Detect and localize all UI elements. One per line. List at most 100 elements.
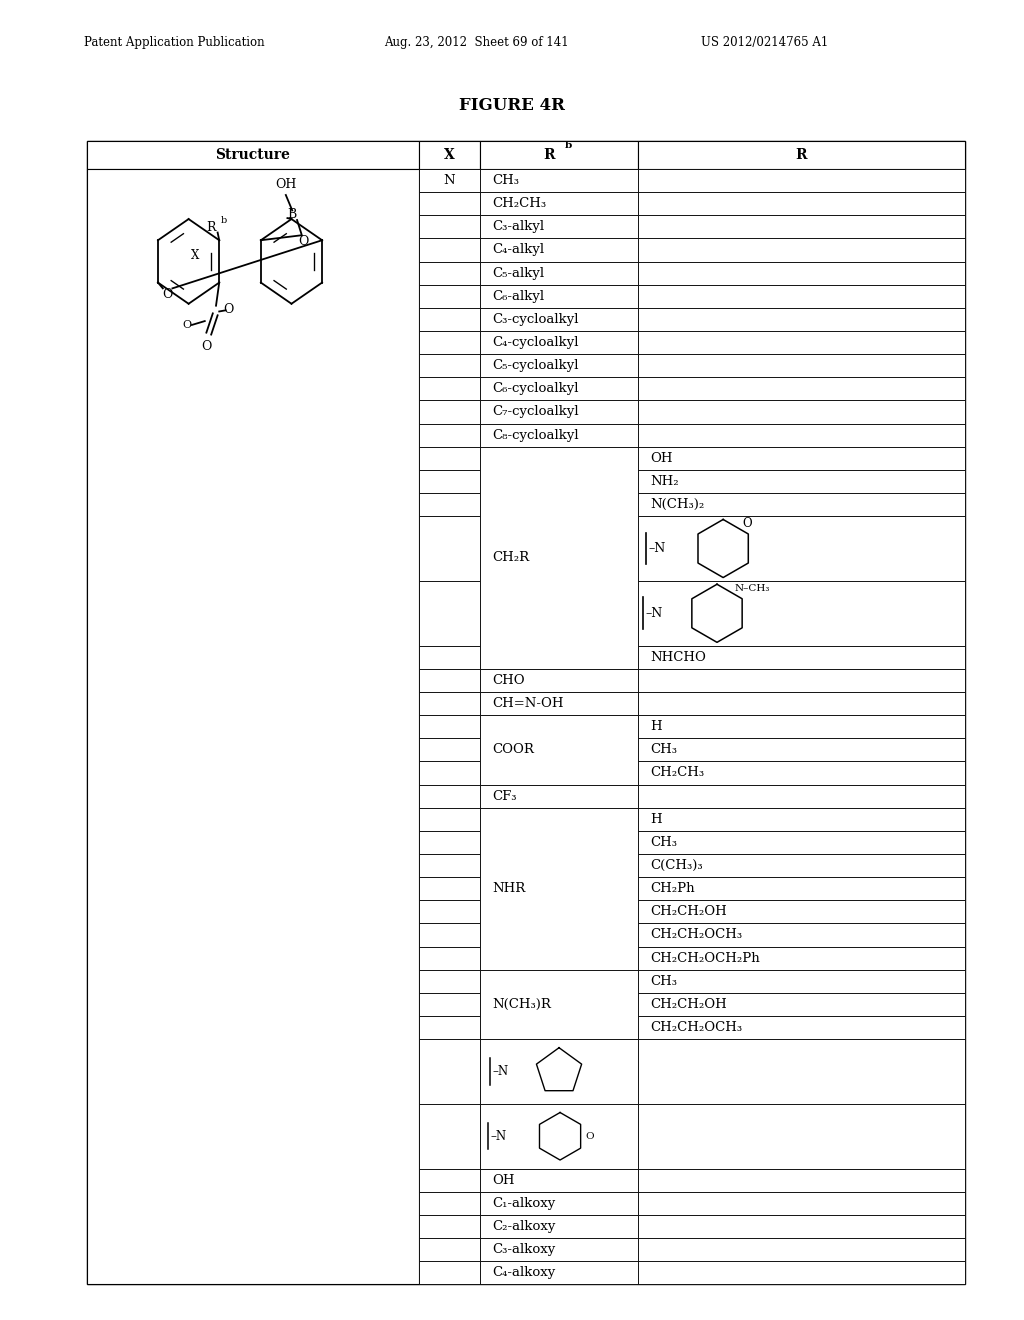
Text: C₈-cycloalkyl: C₈-cycloalkyl	[493, 429, 580, 442]
Text: CH₂CH₂OCH₃: CH₂CH₂OCH₃	[650, 1020, 742, 1034]
Text: CH₂Ph: CH₂Ph	[650, 882, 695, 895]
Text: C₇-cycloalkyl: C₇-cycloalkyl	[493, 405, 580, 418]
Text: X: X	[444, 148, 455, 162]
Bar	[480, 261, 638, 285]
Bar	[638, 645, 965, 669]
Bar	[638, 808, 965, 830]
Text: CH₂CH₂OCH₂Ph: CH₂CH₂OCH₂Ph	[650, 952, 760, 965]
Text: C₂-alkoxy: C₂-alkoxy	[493, 1220, 556, 1233]
Text: C₄-cycloalkyl: C₄-cycloalkyl	[493, 337, 579, 348]
Bar	[638, 692, 965, 715]
Text: C₄-alkyl: C₄-alkyl	[493, 243, 545, 256]
Bar	[638, 1039, 965, 1104]
Bar	[480, 308, 638, 331]
Bar	[419, 424, 480, 446]
Bar	[419, 1104, 480, 1168]
Text: O: O	[298, 235, 308, 248]
Bar	[480, 715, 638, 784]
Text: O: O	[163, 288, 173, 301]
Bar	[480, 784, 638, 808]
Bar	[419, 1261, 480, 1284]
Bar	[480, 285, 638, 308]
Bar	[638, 1214, 965, 1238]
Bar	[480, 1039, 638, 1104]
Bar	[480, 169, 638, 193]
Bar	[419, 715, 480, 738]
Text: COOR: COOR	[493, 743, 535, 756]
Bar	[638, 1104, 965, 1168]
Bar	[419, 854, 480, 876]
Bar	[419, 141, 480, 169]
Bar	[638, 446, 965, 470]
Bar	[419, 446, 480, 470]
Bar	[638, 762, 965, 784]
Text: NHR: NHR	[493, 882, 525, 895]
Bar	[419, 808, 480, 830]
Bar	[419, 993, 480, 1016]
Text: CH=N-OH: CH=N-OH	[493, 697, 564, 710]
Text: NH₂: NH₂	[650, 475, 679, 488]
Bar	[419, 169, 480, 193]
Bar	[480, 1214, 638, 1238]
Bar	[480, 1238, 638, 1261]
Bar	[419, 581, 480, 645]
Bar	[480, 808, 638, 970]
Bar	[419, 1214, 480, 1238]
Bar	[638, 516, 965, 581]
Text: C₃-alkyl: C₃-alkyl	[493, 220, 545, 234]
Bar	[638, 492, 965, 516]
Bar	[638, 581, 965, 645]
Bar	[480, 1104, 638, 1168]
Text: O: O	[182, 319, 191, 330]
Bar	[638, 715, 965, 738]
Text: C₃-alkoxy: C₃-alkoxy	[493, 1243, 556, 1257]
Text: O: O	[586, 1131, 595, 1140]
Text: N(CH₃)₂: N(CH₃)₂	[650, 498, 705, 511]
Text: C₅-cycloalkyl: C₅-cycloalkyl	[493, 359, 579, 372]
Text: CH₂CH₃: CH₂CH₃	[650, 767, 705, 780]
Bar	[638, 900, 965, 924]
Bar	[87, 141, 419, 169]
Bar	[480, 239, 638, 261]
Bar	[419, 738, 480, 762]
Bar	[480, 378, 638, 400]
Bar	[638, 993, 965, 1016]
Bar	[480, 1261, 638, 1284]
Bar	[638, 1261, 965, 1284]
Bar	[638, 1168, 965, 1192]
Text: CH₂CH₂OCH₃: CH₂CH₂OCH₃	[650, 928, 742, 941]
Text: –N: –N	[645, 607, 663, 620]
Text: N–CH₃: N–CH₃	[734, 583, 770, 593]
Bar	[419, 946, 480, 970]
Text: Structure: Structure	[215, 148, 291, 162]
Text: OH: OH	[493, 1173, 515, 1187]
Text: CF₃: CF₃	[493, 789, 517, 803]
Bar	[419, 285, 480, 308]
Bar	[419, 669, 480, 692]
Text: –N: –N	[648, 543, 666, 554]
Text: N(CH₃)R: N(CH₃)R	[493, 998, 551, 1011]
Bar	[638, 1192, 965, 1214]
Bar	[638, 354, 965, 378]
Text: R: R	[796, 148, 807, 162]
Bar	[480, 215, 638, 239]
Bar	[419, 970, 480, 993]
Text: Aug. 23, 2012  Sheet 69 of 141: Aug. 23, 2012 Sheet 69 of 141	[384, 36, 568, 49]
Bar	[480, 1168, 638, 1192]
Text: N: N	[443, 174, 456, 187]
Bar	[419, 645, 480, 669]
Bar	[480, 446, 638, 669]
Text: FIGURE 4R: FIGURE 4R	[459, 98, 565, 114]
Bar	[419, 378, 480, 400]
Bar	[638, 141, 965, 169]
Bar	[419, 193, 480, 215]
Text: b: b	[564, 141, 571, 150]
Text: R: R	[207, 222, 216, 235]
Bar	[480, 1192, 638, 1214]
Bar	[419, 1238, 480, 1261]
Bar	[480, 692, 638, 715]
Bar	[638, 924, 965, 946]
Bar	[87, 141, 965, 1284]
Text: CH₃: CH₃	[650, 974, 678, 987]
Bar	[419, 354, 480, 378]
